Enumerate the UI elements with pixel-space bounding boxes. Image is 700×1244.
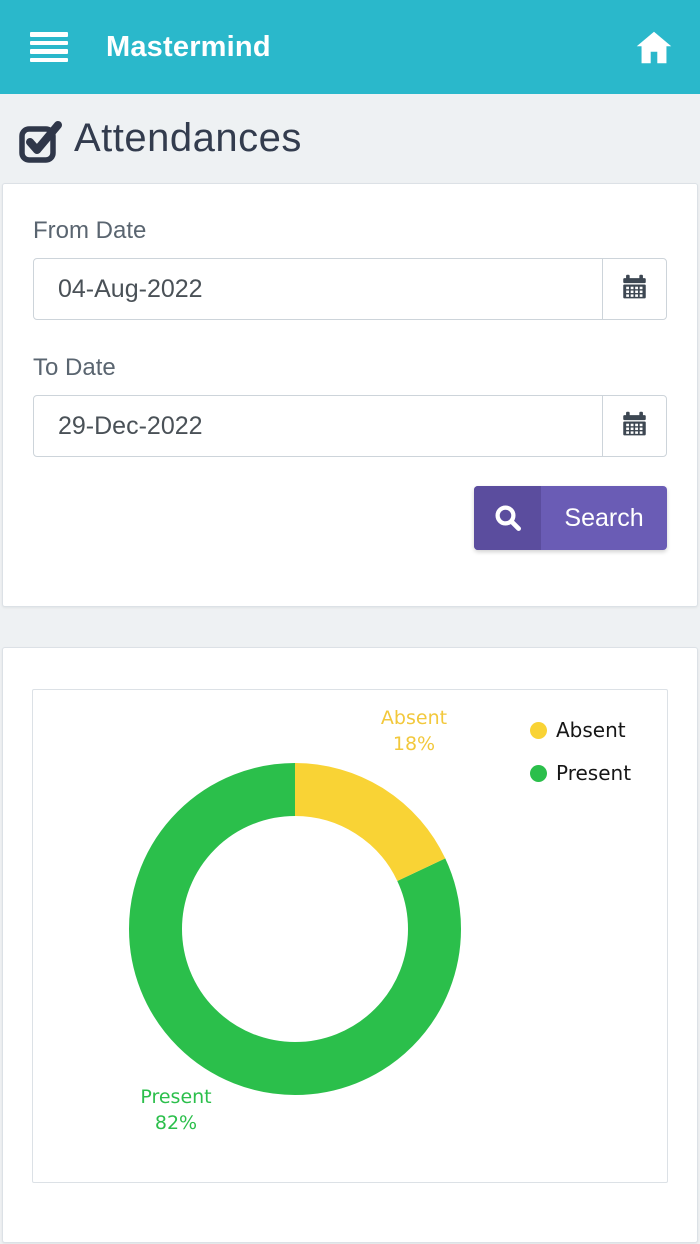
from-date-input[interactable]: [34, 259, 602, 319]
hamburger-menu-icon[interactable]: [30, 32, 68, 62]
calendar-icon: [621, 410, 648, 442]
absent-slice-label: Absent: [380, 707, 448, 729]
app-header: Mastermind: [0, 0, 700, 94]
legend-dot-present: [530, 764, 547, 782]
legend-item-present[interactable]: Present: [530, 761, 631, 785]
present-slice-percent: 82%: [154, 1112, 198, 1134]
filter-card: From Date To Date: [2, 183, 698, 607]
donut-slice-absent[interactable]: [129, 763, 461, 1095]
donut-chart: [129, 763, 461, 1095]
absent-slice-percent: 18%: [392, 733, 436, 755]
legend-label-absent: Absent: [556, 718, 626, 742]
chart-card: Absent 18% Present 82% Absent Present: [2, 647, 698, 1243]
from-date-input-group: [33, 258, 667, 320]
legend-item-absent[interactable]: Absent: [530, 718, 631, 742]
home-icon[interactable]: [636, 31, 672, 64]
from-date-calendar-button[interactable]: [602, 259, 666, 319]
from-date-label: From Date: [33, 217, 147, 244]
legend-label-present: Present: [556, 761, 632, 785]
present-slice-label: Present: [140, 1086, 212, 1108]
search-button-label: Search: [564, 503, 644, 532]
page-title: Attendances: [74, 116, 302, 160]
search-button[interactable]: Search: [474, 486, 667, 550]
to-date-input-group: [33, 395, 667, 457]
present-slice-label-group: Present 82%: [106, 1084, 246, 1136]
legend-dot-absent: [530, 721, 547, 739]
search-icon: [474, 486, 541, 550]
chart-legend: Absent Present: [530, 718, 631, 804]
to-date-input[interactable]: [34, 396, 602, 456]
check-square-icon: [18, 118, 62, 164]
brand-title[interactable]: Mastermind: [106, 30, 271, 63]
to-date-calendar-button[interactable]: [602, 396, 666, 456]
to-date-label: To Date: [33, 354, 116, 381]
chart-panel: Absent 18% Present 82% Absent Present: [32, 689, 668, 1183]
calendar-icon: [621, 273, 648, 305]
page-title-bar: Attendances: [0, 94, 700, 183]
absent-slice-label-group: Absent 18%: [344, 705, 484, 757]
